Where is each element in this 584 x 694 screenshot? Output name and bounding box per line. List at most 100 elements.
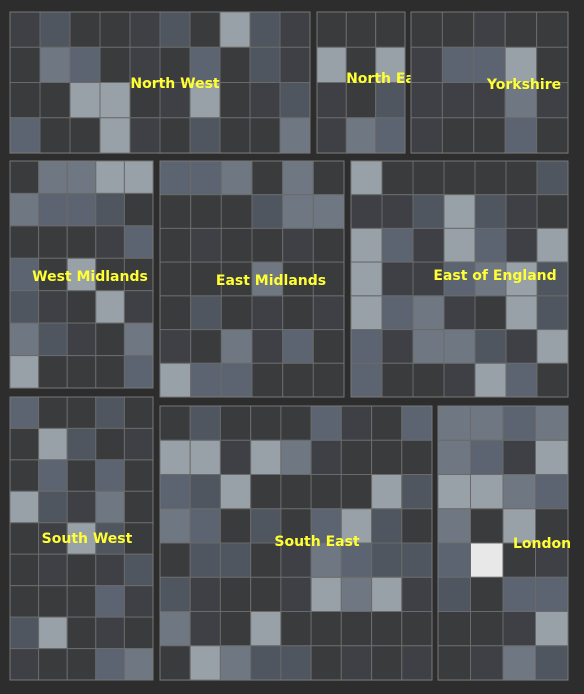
cell	[350, 261, 383, 297]
cell	[470, 645, 504, 681]
cell	[282, 194, 314, 229]
cell	[502, 645, 536, 681]
cell	[9, 616, 40, 649]
cell	[9, 160, 40, 194]
cell	[123, 257, 154, 292]
cell	[279, 82, 311, 119]
cell	[371, 508, 403, 544]
cell	[280, 542, 312, 578]
cell	[504, 82, 538, 119]
cell	[123, 616, 154, 649]
cell	[189, 117, 221, 154]
cell	[9, 459, 40, 492]
cell	[99, 46, 131, 84]
cell	[251, 329, 284, 364]
cell	[159, 362, 192, 398]
cell	[38, 396, 68, 429]
cell	[536, 194, 569, 229]
cell	[504, 117, 538, 154]
cell	[38, 427, 68, 461]
cell	[535, 542, 569, 578]
cell	[401, 576, 433, 613]
cell	[66, 160, 97, 194]
cell	[536, 227, 569, 263]
cell	[536, 362, 569, 398]
cell	[412, 194, 445, 229]
cell	[129, 117, 161, 154]
cell	[470, 405, 504, 441]
cell	[340, 576, 372, 613]
cell	[123, 192, 154, 227]
cell	[219, 474, 252, 510]
cell	[159, 508, 191, 544]
cell	[410, 11, 443, 48]
region-label: London	[513, 536, 571, 552]
region-border	[9, 160, 154, 389]
cell	[535, 508, 569, 544]
cell	[251, 160, 284, 196]
cell	[189, 405, 221, 441]
region-label: North East	[346, 71, 430, 87]
cell	[312, 194, 345, 229]
cell	[371, 405, 403, 441]
region-border	[437, 405, 569, 681]
cell	[159, 46, 191, 84]
cell	[69, 11, 101, 48]
cell	[189, 611, 221, 647]
cell	[69, 46, 101, 84]
cell	[66, 585, 97, 618]
cell	[251, 295, 284, 331]
cell	[189, 439, 221, 476]
cell	[371, 611, 403, 647]
cell	[410, 117, 443, 154]
cell	[38, 355, 68, 389]
cell	[443, 160, 476, 196]
cell	[95, 396, 125, 429]
cell	[219, 82, 251, 119]
cell	[39, 117, 71, 154]
cell	[280, 439, 312, 476]
cell	[159, 439, 191, 476]
cell	[189, 576, 221, 613]
cell	[159, 295, 192, 331]
cell	[95, 225, 125, 259]
cell	[536, 82, 569, 119]
cell	[535, 439, 569, 476]
cell	[340, 611, 372, 647]
cell	[282, 329, 314, 364]
cell	[123, 396, 154, 429]
cell	[9, 522, 40, 555]
cell	[123, 355, 154, 389]
cell	[99, 82, 131, 119]
cell	[123, 648, 154, 681]
cell	[310, 542, 342, 578]
cell	[189, 508, 221, 544]
cell	[220, 362, 253, 398]
cell	[251, 362, 284, 398]
cell	[219, 117, 251, 154]
cell	[280, 611, 312, 647]
cell	[159, 405, 191, 441]
cell	[345, 46, 377, 84]
cell	[312, 227, 345, 263]
cell	[371, 474, 403, 510]
cell	[282, 160, 314, 196]
cell	[123, 427, 154, 461]
cell	[123, 490, 154, 524]
cell	[9, 648, 40, 681]
cell	[443, 194, 476, 229]
cell	[443, 362, 476, 398]
cell	[470, 474, 504, 510]
region: East Midlands	[159, 160, 345, 398]
cell	[159, 542, 191, 578]
cell	[123, 322, 154, 357]
cell	[312, 329, 345, 364]
cell	[381, 295, 414, 331]
cell	[350, 329, 383, 364]
cell	[441, 11, 475, 48]
region: Yorkshire	[410, 11, 569, 154]
cell	[159, 117, 191, 154]
cell	[220, 194, 253, 229]
cell	[9, 490, 40, 524]
cell	[123, 290, 154, 324]
